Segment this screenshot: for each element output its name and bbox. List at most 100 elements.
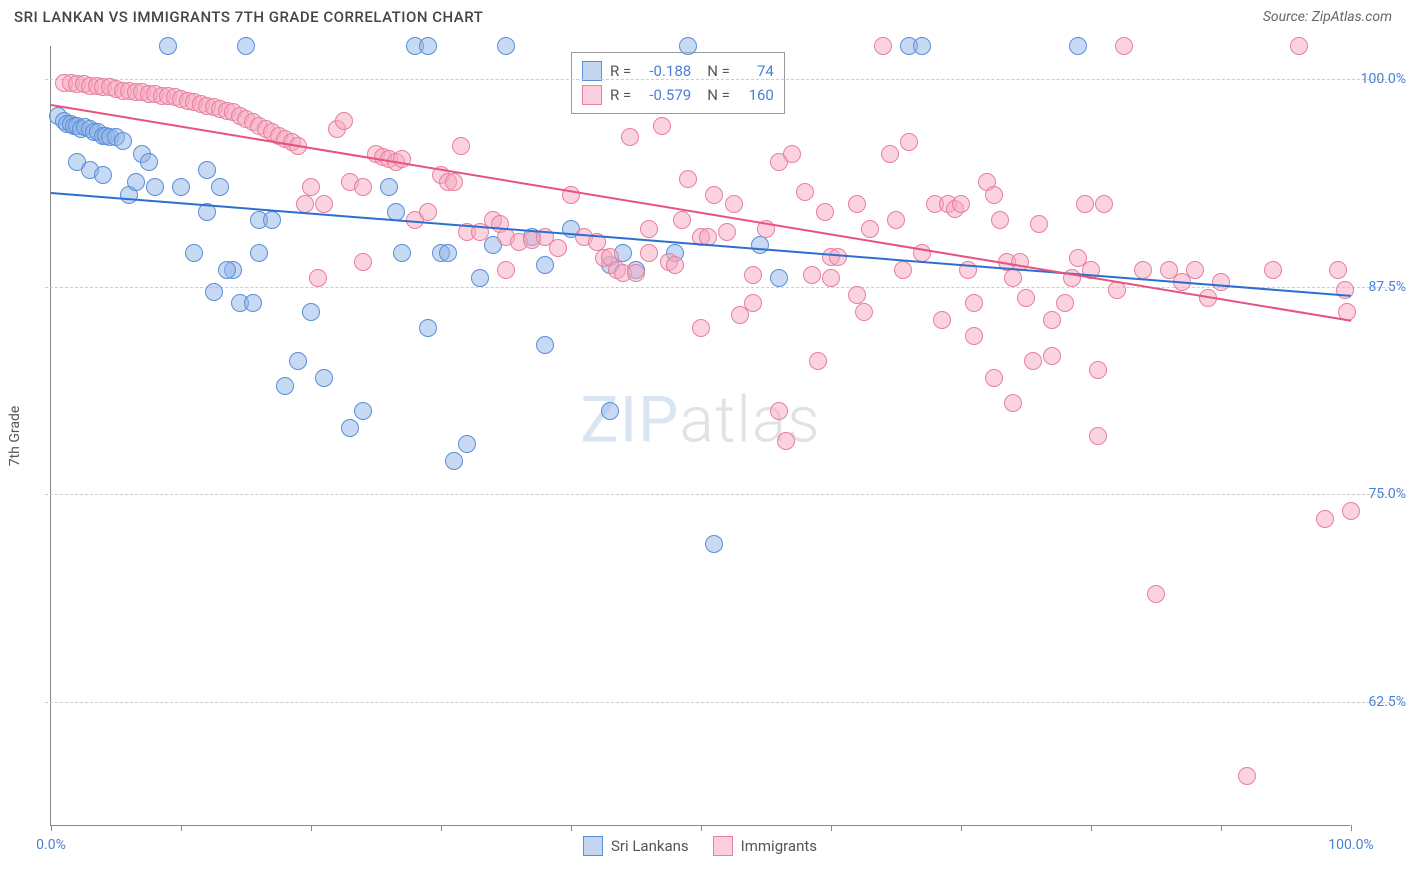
chart-title: SRI LANKAN VS IMMIGRANTS 7TH GRADE CORRE… (14, 8, 483, 26)
y-tick-label: 75.0% (1350, 486, 1406, 502)
data-point (705, 535, 723, 553)
y-tick-label: 62.5% (1350, 694, 1406, 710)
data-point (1212, 273, 1230, 291)
n-label: N = (707, 83, 730, 107)
data-point (549, 239, 567, 257)
plot-area: 7th Grade ZIPatlas R =-0.188N =74R =-0.5… (50, 46, 1350, 826)
data-point (933, 311, 951, 329)
data-point (354, 178, 372, 196)
x-tick (441, 825, 442, 831)
n-value: 160 (738, 83, 774, 107)
data-point (94, 166, 112, 184)
data-point (315, 369, 333, 387)
data-point (536, 336, 554, 354)
data-point (985, 369, 1003, 387)
data-point (809, 352, 827, 370)
data-point (237, 37, 255, 55)
grid-line (45, 494, 1390, 495)
data-point (393, 244, 411, 262)
data-point (198, 161, 216, 179)
data-point (640, 220, 658, 238)
data-point (705, 186, 723, 204)
data-point (621, 128, 639, 146)
data-point (172, 178, 190, 196)
data-point (679, 37, 697, 55)
trend-line (51, 192, 1351, 297)
legend-item: Immigrants (713, 836, 817, 856)
data-point (1017, 289, 1035, 307)
data-point (1238, 767, 1256, 785)
x-tick (181, 825, 182, 831)
data-point (601, 402, 619, 420)
data-point (848, 286, 866, 304)
data-point (380, 178, 398, 196)
data-point (1264, 261, 1282, 279)
data-point (1004, 394, 1022, 412)
data-point (1089, 361, 1107, 379)
scatter-chart: 7th Grade ZIPatlas R =-0.188N =74R =-0.5… (50, 46, 1350, 826)
data-point (874, 37, 892, 55)
data-point (497, 37, 515, 55)
y-tick-label: 100.0% (1350, 71, 1406, 87)
data-point (673, 211, 691, 229)
data-point (777, 432, 795, 450)
data-point (770, 269, 788, 287)
data-point (1147, 585, 1165, 603)
data-point (159, 37, 177, 55)
legend-item: Sri Lankans (583, 836, 689, 856)
data-point (315, 195, 333, 213)
stats-legend-row: R =-0.579N =160 (582, 83, 774, 107)
data-point (250, 244, 268, 262)
data-point (289, 352, 307, 370)
data-point (458, 435, 476, 453)
data-point (952, 195, 970, 213)
x-tick (1351, 825, 1352, 831)
data-point (751, 236, 769, 254)
data-point (354, 253, 372, 271)
data-point (1043, 311, 1061, 329)
data-point (796, 183, 814, 201)
y-tick-label: 87.5% (1350, 279, 1406, 295)
series-legend: Sri Lankans Immigrants (583, 836, 817, 856)
data-point (822, 269, 840, 287)
data-point (770, 402, 788, 420)
data-point (1115, 37, 1133, 55)
data-point (1004, 269, 1022, 287)
data-point (783, 145, 801, 163)
data-point (218, 261, 236, 279)
data-point (185, 244, 203, 262)
data-point (1342, 502, 1360, 520)
data-point (744, 294, 762, 312)
r-value: -0.579 (639, 83, 691, 107)
data-point (1024, 352, 1042, 370)
data-point (146, 178, 164, 196)
legend-swatch (713, 836, 733, 856)
x-tick (311, 825, 312, 831)
x-tick (831, 825, 832, 831)
legend-swatch (582, 85, 602, 105)
legend-swatch (582, 61, 602, 81)
data-point (497, 261, 515, 279)
data-point (341, 419, 359, 437)
data-point (335, 112, 353, 130)
data-point (991, 211, 1009, 229)
data-point (296, 195, 314, 213)
data-point (419, 37, 437, 55)
title-bar: SRI LANKAN VS IMMIGRANTS 7TH GRADE CORRE… (0, 0, 1406, 32)
data-point (1056, 294, 1074, 312)
data-point (302, 178, 320, 196)
data-point (900, 133, 918, 151)
data-point (211, 178, 229, 196)
data-point (419, 203, 437, 221)
data-point (1089, 427, 1107, 445)
trend-line (51, 104, 1351, 322)
data-point (439, 244, 457, 262)
data-point (855, 303, 873, 321)
x-tick (51, 825, 52, 831)
data-point (816, 203, 834, 221)
data-point (1290, 37, 1308, 55)
data-point (640, 244, 658, 262)
data-point (803, 266, 821, 284)
data-point (244, 294, 262, 312)
source-attribution: Source: ZipAtlas.com (1263, 9, 1392, 25)
